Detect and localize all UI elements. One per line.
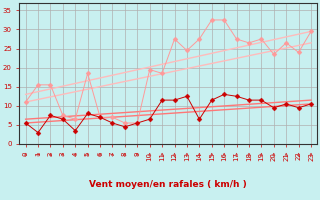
X-axis label: Vent moyen/en rafales ( km/h ): Vent moyen/en rafales ( km/h ) [90,180,247,189]
